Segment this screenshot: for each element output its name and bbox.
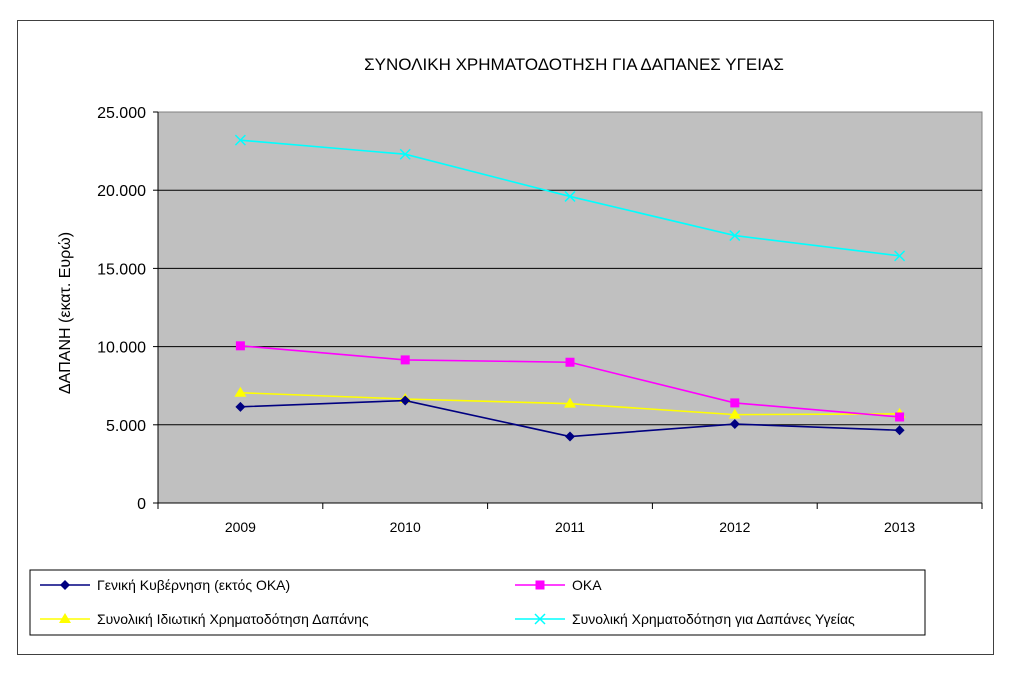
y-tick-label: 20.000: [97, 183, 146, 200]
plot-background: [157, 111, 983, 504]
legend-marker-stroke: [534, 613, 546, 625]
x-tick-label: 2012: [719, 519, 750, 535]
data-point-series-1: [730, 398, 740, 408]
plot-area: 0 5.000 10.000 15.000 20.000 25.000 2009 2010 20…: [97, 105, 983, 535]
data-point-series-3: [894, 250, 906, 262]
data-point-series-1: [235, 341, 245, 351]
data-point-series-1: [565, 357, 575, 367]
data-point-series-3-stroke: [894, 250, 906, 262]
legend-label: Γενική Κυβέρνηση (εκτός ΟΚΑ): [97, 577, 290, 593]
y-tick-label: 15.000: [97, 261, 146, 278]
legend-label: ΟΚΑ: [572, 577, 602, 593]
data-point-series-3-stroke: [399, 148, 411, 160]
data-point-series-3: [564, 190, 576, 202]
data-point-series-1: [895, 412, 905, 422]
chart-title: ΣΥΝΟΛΙΚΗ ΧΡΗΜΑΤΟΔΟΤΗΣΗ ΓΙΑ ΔΑΠΑΝΕΣ ΥΓΕΙΑ…: [364, 55, 784, 74]
legend-marker: [60, 580, 70, 590]
data-point-series-3: [234, 134, 246, 146]
y-tick-label: 0: [137, 496, 146, 513]
data-point-series-0: [400, 395, 411, 406]
legend-box: [29, 569, 926, 636]
x-tick-label: 2011: [555, 519, 585, 535]
y-tick-label: 10.000: [97, 340, 146, 357]
data-point-series-1: [400, 355, 410, 365]
y-tick-label: 5.000: [106, 418, 146, 435]
legend-label: Συνολική Ιδιωτική Χρηματοδότηση Δαπάνης: [97, 611, 369, 627]
legend-marker: [535, 580, 545, 590]
x-tick-label: 2009: [225, 519, 256, 535]
data-point-series-3-stroke: [234, 134, 246, 146]
legend-label: Συνολική Χρηματοδότηση για Δαπάνες Υγεία…: [572, 611, 855, 627]
legend-marker: [534, 613, 546, 625]
legend: Γενική Κυβέρνηση (εκτός ΟΚΑ) ΟΚΑ Συνολική …: [29, 569, 926, 636]
legend-marker: [59, 613, 71, 623]
data-point-series-3: [729, 230, 741, 242]
x-tick-label: 2010: [390, 519, 421, 535]
data-point-series-3-stroke: [564, 190, 576, 202]
y-axis-label: ΔΑΠΑΝΗ (εκατ. Ευρώ): [57, 232, 74, 394]
data-point-series-3: [399, 148, 411, 160]
data-point-series-0: [565, 431, 575, 442]
data-point-series-0: [894, 425, 905, 436]
data-point-series-2: [564, 397, 576, 408]
data-point-series-0: [729, 419, 740, 430]
y-tick-label: 25.000: [97, 105, 146, 122]
data-point-series-0: [235, 401, 246, 412]
data-point-series-2: [728, 408, 741, 419]
data-point-series-2: [234, 386, 247, 397]
data-point-series-3-stroke: [729, 230, 741, 242]
chart-frame: [17, 20, 994, 655]
x-tick-label: 2013: [884, 519, 915, 535]
